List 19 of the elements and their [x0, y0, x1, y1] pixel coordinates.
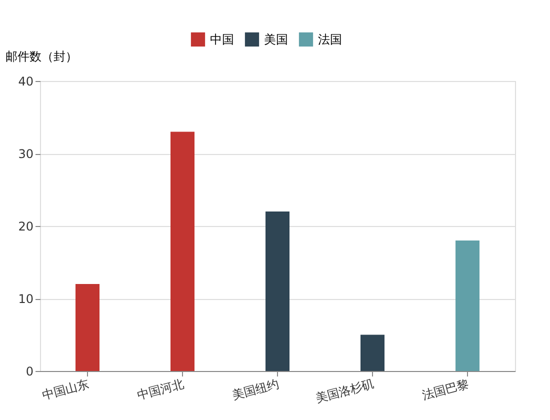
y-axis-title: 邮件数（封）: [6, 50, 78, 64]
bar: [170, 132, 194, 371]
legend-label: 美国: [264, 32, 288, 46]
y-tick-label: 30: [18, 147, 34, 161]
y-tick-label: 20: [18, 220, 34, 234]
bar: [76, 284, 100, 371]
bar: [360, 334, 384, 371]
legend-label: 中国: [210, 32, 234, 46]
bar: [456, 240, 480, 371]
y-tick-label: 0: [26, 364, 34, 378]
bar: [266, 212, 290, 371]
legend-label: 法国: [318, 32, 342, 46]
x-tick-label: 中国山东: [40, 376, 91, 403]
x-tick-label: 美国洛杉矶: [314, 376, 376, 406]
y-tick-label: 10: [18, 292, 34, 306]
x-tick-label: 美国纽约: [230, 376, 281, 403]
y-tick-label: 40: [18, 74, 34, 88]
x-tick-label: 法国巴黎: [420, 376, 471, 403]
x-tick-label: 中国河北: [136, 376, 186, 403]
